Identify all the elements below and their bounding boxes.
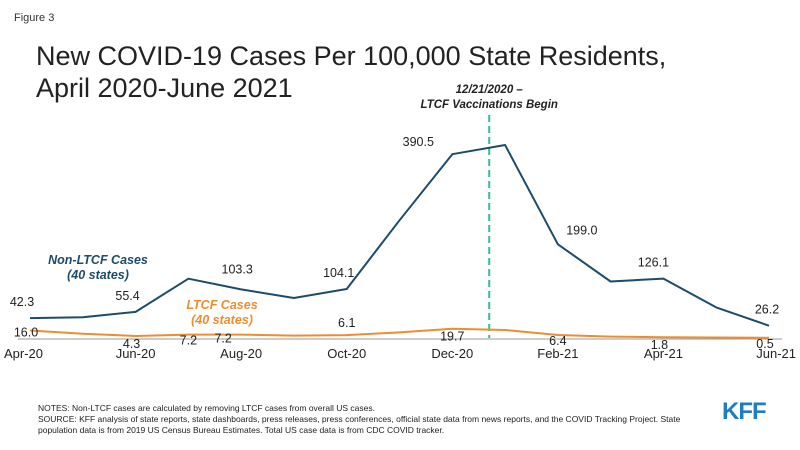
chart-title-line-1: New COVID-19 Cases Per 100,000 State Res…	[36, 41, 667, 71]
figure-label: Figure 3	[14, 12, 55, 24]
annotation-date: 12/21/2020 –	[456, 84, 524, 96]
x-tick-label: Aug-20	[220, 346, 262, 361]
ltcf-data-label: 6.4	[549, 334, 566, 348]
non-ltcf-data-label: 199.0	[566, 223, 597, 237]
non-ltcf-data-label: 55.4	[115, 289, 139, 303]
chart-title-line-2: April 2020-June 2021	[36, 73, 293, 103]
non-ltcf-data-label: 104.1	[323, 266, 354, 280]
ltcf-series-name: LTCF Cases	[186, 298, 257, 312]
non-ltcf-data-label: 26.2	[755, 303, 779, 317]
non-ltcf-series-name: Non-LTCF Cases	[48, 253, 148, 267]
non-ltcf-data-label: 390.5	[403, 135, 434, 149]
x-tick-label: Jun-20	[116, 346, 156, 361]
non-ltcf-line	[29, 144, 770, 327]
non-ltcf-data-label: 42.3	[10, 295, 34, 309]
x-tick-label: Dec-20	[431, 346, 473, 361]
x-tick-label: Apr-20	[4, 346, 43, 361]
non-ltcf-data-label: 126.1	[638, 256, 669, 270]
notes-line: NOTES: Non-LTCF cases are calculated by …	[38, 403, 375, 413]
ltcf-data-label: 0.5	[756, 337, 773, 351]
kff-logo: KFF	[722, 398, 767, 425]
x-tick-label: Jun-21	[756, 346, 796, 361]
non-ltcf-data-label: 103.3	[222, 262, 253, 276]
chart-notes: NOTES: Non-LTCF cases are calculated by …	[38, 403, 698, 436]
x-tick-label: Apr-21	[644, 346, 683, 361]
annotation-text: LTCF Vaccinations Begin	[421, 99, 558, 111]
non-ltcf-series-sub: (40 states)	[67, 268, 129, 282]
ltcf-data-label: 7.2	[214, 332, 231, 346]
x-tick-label: Feb-21	[537, 346, 578, 361]
ltcf-data-label: 16.0	[14, 325, 38, 339]
ltcf-line	[29, 327, 770, 339]
source-line: SOURCE: KFF analysis of state reports, s…	[38, 414, 681, 435]
ltcf-data-label: 1.8	[651, 338, 668, 352]
ltcf-series-sub: (40 states)	[191, 313, 253, 327]
ltcf-data-label: 19.7	[440, 330, 464, 344]
x-tick-label: Oct-20	[327, 346, 366, 361]
ltcf-data-label: 6.1	[338, 316, 355, 330]
line-chart: Apr-20 Jun-20 Aug-20 Oct-20 Dec-20 Feb-21 Apr-…	[4, 84, 796, 361]
ltcf-data-label: 7.2	[180, 334, 197, 348]
chart-title: New COVID-19 Cases Per 100,000 State Res…	[36, 40, 736, 104]
ltcf-data-label: 4.3	[123, 337, 140, 351]
